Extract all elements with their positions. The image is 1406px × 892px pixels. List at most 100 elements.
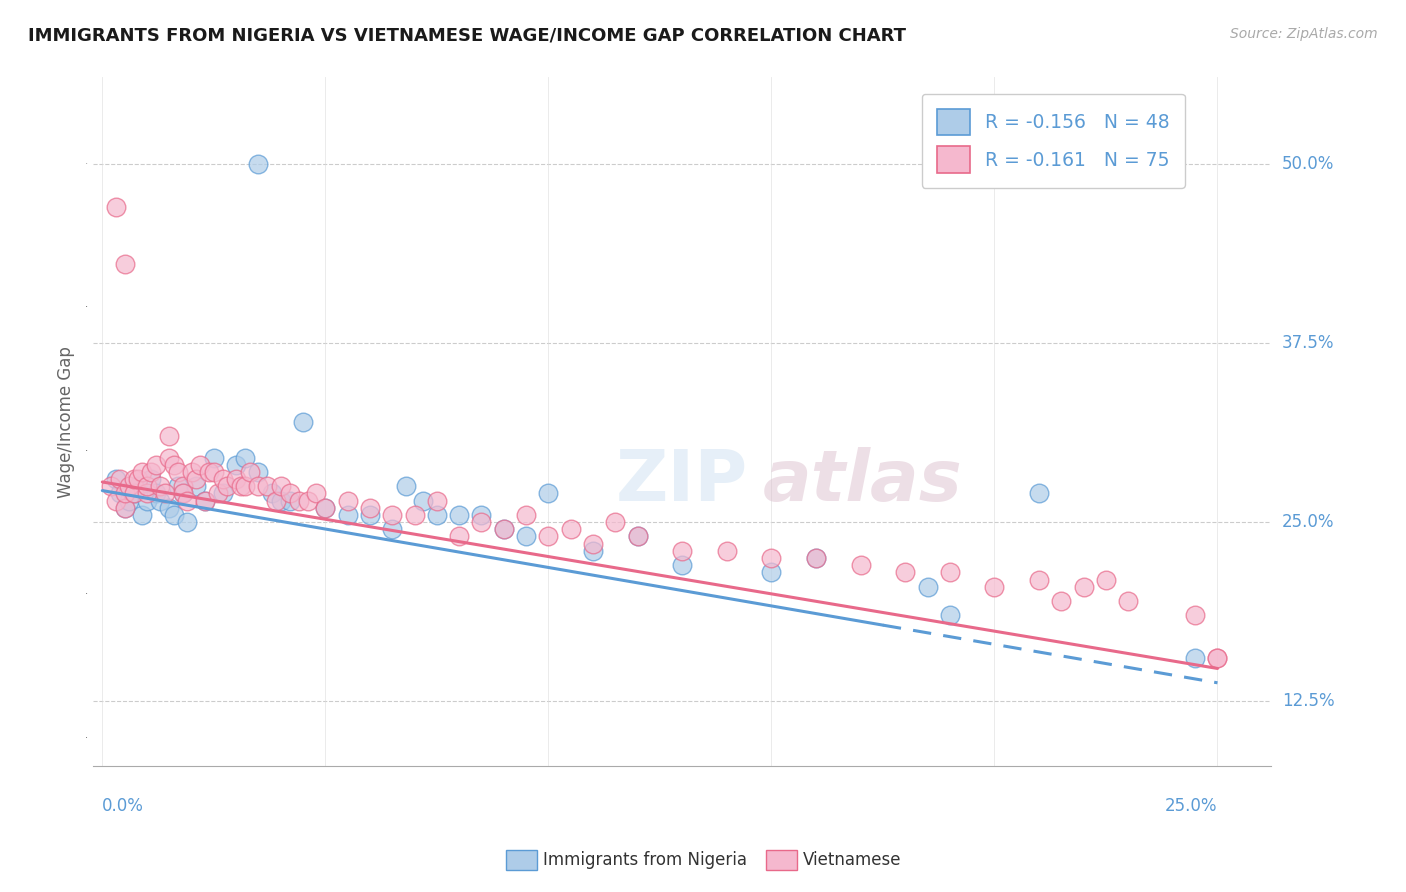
Point	[217, 479, 239, 493]
Point	[582, 536, 605, 550]
Text: Vietnamese: Vietnamese	[803, 851, 901, 869]
Point	[761, 566, 783, 580]
Point	[716, 544, 738, 558]
Point	[108, 486, 131, 500]
Point	[194, 493, 217, 508]
Point	[359, 500, 381, 515]
Point	[381, 508, 404, 522]
Point	[202, 450, 225, 465]
Point	[1206, 651, 1229, 665]
Point	[278, 486, 301, 500]
Point	[100, 479, 122, 493]
Point	[225, 472, 247, 486]
Point	[849, 558, 872, 573]
Point	[939, 566, 962, 580]
Point	[470, 508, 492, 522]
Point	[314, 500, 336, 515]
Point	[122, 472, 145, 486]
Point	[336, 508, 359, 522]
Point	[157, 500, 180, 515]
Point	[127, 479, 149, 493]
Point	[238, 465, 260, 479]
Point	[141, 465, 163, 479]
Point	[292, 415, 315, 429]
Point	[141, 472, 163, 486]
Point	[626, 529, 648, 543]
Point	[104, 493, 127, 508]
Point	[207, 486, 229, 500]
Point	[247, 465, 270, 479]
Point	[470, 515, 492, 529]
Point	[1116, 594, 1139, 608]
Point	[278, 493, 301, 508]
Point	[136, 493, 159, 508]
Point	[104, 200, 127, 214]
Point	[804, 551, 827, 566]
Point	[157, 450, 180, 465]
Text: 25.0%: 25.0%	[1282, 513, 1334, 531]
Point	[229, 479, 252, 493]
Point	[247, 479, 270, 493]
Point	[515, 529, 537, 543]
Point	[114, 500, 136, 515]
Point	[104, 472, 127, 486]
Point	[1184, 651, 1206, 665]
Point	[305, 486, 328, 500]
Point	[172, 486, 194, 500]
Point	[1184, 608, 1206, 623]
Point	[260, 486, 283, 500]
Point	[492, 522, 515, 536]
Point	[194, 493, 217, 508]
Point	[180, 465, 202, 479]
Point	[184, 472, 207, 486]
Point	[172, 486, 194, 500]
Point	[176, 515, 198, 529]
Point	[225, 458, 247, 472]
Point	[127, 472, 149, 486]
Point	[1095, 573, 1118, 587]
Point	[404, 508, 426, 522]
Point	[426, 493, 449, 508]
Point	[211, 486, 233, 500]
Text: 0.0%: 0.0%	[103, 797, 145, 814]
Point	[983, 580, 1005, 594]
Point	[233, 479, 256, 493]
Point	[395, 479, 418, 493]
Text: IMMIGRANTS FROM NIGERIA VS VIETNAMESE WAGE/INCOME GAP CORRELATION CHART: IMMIGRANTS FROM NIGERIA VS VIETNAMESE WA…	[28, 27, 905, 45]
Point	[939, 608, 962, 623]
Point	[198, 465, 221, 479]
Point	[172, 479, 194, 493]
Point	[605, 515, 627, 529]
Point	[1073, 580, 1095, 594]
Point	[190, 458, 212, 472]
Point	[145, 486, 167, 500]
Point	[560, 522, 582, 536]
Point	[145, 458, 167, 472]
Point	[359, 508, 381, 522]
Point	[426, 508, 449, 522]
Text: 25.0%: 25.0%	[1166, 797, 1218, 814]
Text: 37.5%: 37.5%	[1282, 334, 1334, 351]
Point	[412, 493, 434, 508]
Point	[122, 486, 145, 500]
Point	[449, 508, 471, 522]
Point	[449, 529, 471, 543]
Point	[122, 486, 145, 500]
Point	[153, 486, 176, 500]
Point	[114, 500, 136, 515]
Point	[202, 465, 225, 479]
Point	[256, 479, 278, 493]
Point	[114, 486, 136, 500]
Point	[136, 486, 159, 500]
Point	[537, 529, 560, 543]
Point	[176, 493, 198, 508]
Point	[492, 522, 515, 536]
Point	[163, 458, 186, 472]
Text: ZIP: ZIP	[616, 447, 748, 516]
Point	[149, 493, 172, 508]
Point	[804, 551, 827, 566]
Point	[167, 465, 190, 479]
Point	[582, 544, 605, 558]
Point	[266, 493, 288, 508]
Point	[1050, 594, 1073, 608]
